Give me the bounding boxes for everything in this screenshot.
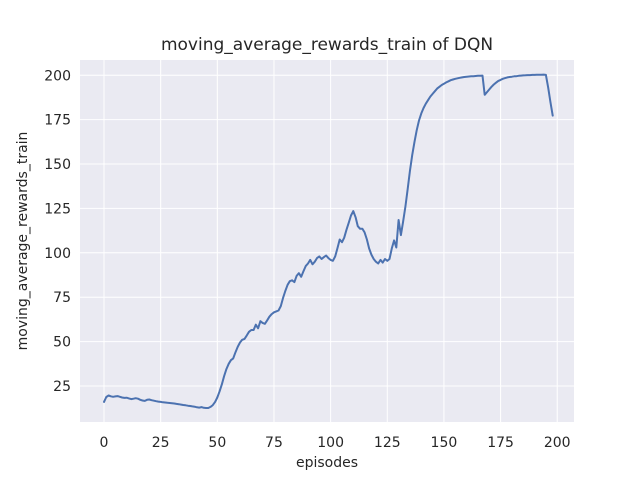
- x-tick-label: 0: [100, 435, 109, 451]
- y-tick-label: 25: [53, 379, 71, 395]
- chart-title: moving_average_rewards_train of DQN: [161, 35, 493, 55]
- data-line-layer: [103, 73, 554, 409]
- y-tick-label: 50: [53, 335, 71, 351]
- plot-background: [80, 60, 574, 422]
- x-tick-label: 200: [544, 435, 571, 451]
- y-tick-label: 175: [44, 113, 71, 129]
- x-axis-label: episodes: [296, 455, 358, 471]
- y-tick-label: 100: [44, 246, 71, 262]
- x-tick-label: 125: [374, 435, 401, 451]
- y-tick-label: 150: [44, 157, 71, 173]
- y-tick-label: 125: [44, 201, 71, 217]
- x-tick-label: 150: [431, 435, 458, 451]
- data-line: [103, 73, 554, 409]
- y-axis-label: moving_average_rewards_train: [15, 132, 31, 351]
- y-tick-label: 75: [53, 290, 71, 306]
- x-tick-label: 175: [487, 435, 514, 451]
- plot-area: [80, 60, 574, 422]
- x-tick-label: 50: [208, 435, 226, 451]
- x-tick-label: 75: [265, 435, 283, 451]
- x-tick-label: 100: [317, 435, 344, 451]
- x-tick-label: 25: [152, 435, 170, 451]
- tick-labels: 0 25 50 75 100 125 150 175 200 25 50 75 100 125 150 175…: [44, 68, 570, 451]
- gridlines: [80, 60, 574, 422]
- y-tick-label: 200: [44, 68, 71, 84]
